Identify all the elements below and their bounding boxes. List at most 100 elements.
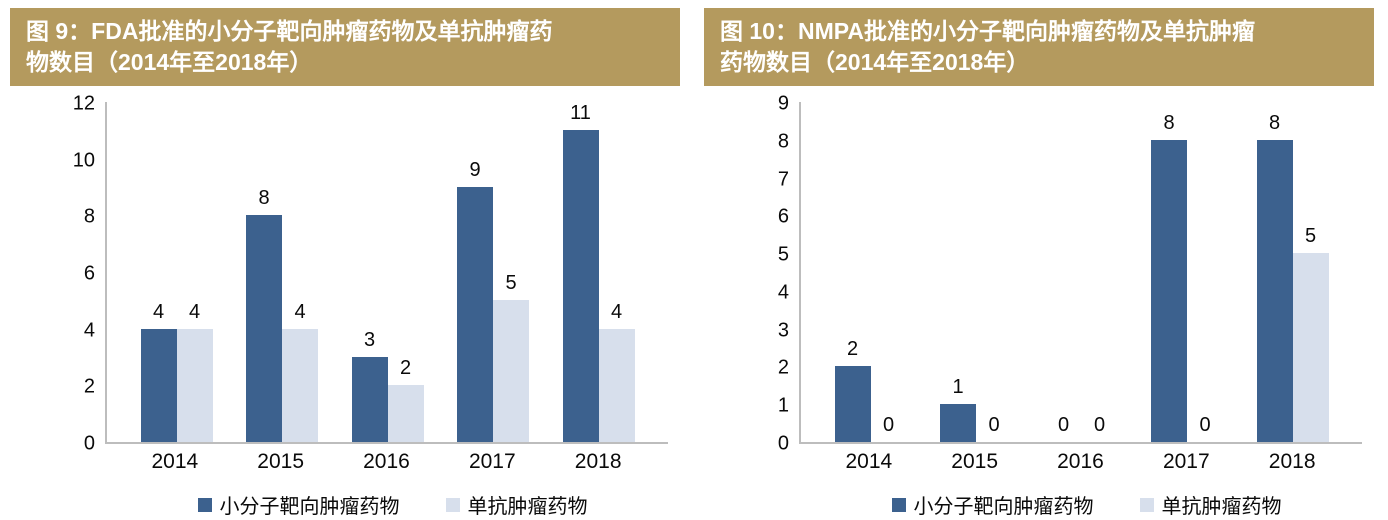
x-axis-label: 2016 bbox=[1057, 450, 1104, 473]
legend-swatch-icon bbox=[445, 497, 460, 512]
y-tick-label: 0 bbox=[83, 432, 95, 455]
bar-column: 11 bbox=[562, 102, 599, 442]
y-tick-label: 4 bbox=[777, 281, 789, 304]
bar bbox=[140, 329, 177, 442]
figure-panel-fda: 图 9：FDA批准的小分子靶向肿瘤药物及单抗肿瘤药 物数目（2014年至2018… bbox=[10, 8, 680, 519]
bar-value-label: 4 bbox=[152, 301, 165, 323]
y-tick-label: 10 bbox=[72, 149, 95, 172]
bar-column: 8 bbox=[1256, 112, 1293, 442]
bar-column: 0 bbox=[1187, 414, 1223, 442]
legend: 小分子靶向肿瘤药物 单抗肿瘤药物 bbox=[105, 490, 680, 519]
bar-value-label: 1 bbox=[952, 376, 964, 398]
y-tick-label: 3 bbox=[777, 319, 789, 342]
y-tick-label: 6 bbox=[777, 205, 789, 228]
figure-title-bar-nmpa: 图 10：NMPA批准的小分子靶向肿瘤药物及单抗肿瘤 药物数目（2014年至20… bbox=[704, 8, 1374, 86]
x-axis-label: 2014 bbox=[151, 450, 199, 473]
legend: 小分子靶向肿瘤药物 单抗肿瘤药物 bbox=[799, 490, 1374, 519]
bar-column: 2 bbox=[387, 357, 424, 442]
x-axis-labels: 2014 2015 2016 2017 2018 bbox=[105, 450, 668, 474]
bar-column: 9 bbox=[457, 159, 493, 442]
x-axis: 2014 2015 2016 2017 2018 bbox=[704, 450, 1374, 474]
bar-chart-fda: 0 2 4 6 8 10 12 4 4 8 4 3 2 9 5 11 4 2014 2015 2016 2017 20… bbox=[10, 93, 680, 519]
y-tick-label: 9 bbox=[777, 92, 789, 115]
bar-value-label: 4 bbox=[294, 301, 306, 323]
y-tick-label: 8 bbox=[83, 205, 95, 228]
bar-value-label: 11 bbox=[570, 102, 591, 124]
legend-label: 小分子靶向肿瘤药物 bbox=[913, 496, 1094, 518]
bar-value-label: 0 bbox=[882, 414, 895, 436]
bar-value-label: 0 bbox=[1057, 414, 1070, 436]
y-tick-label: 2 bbox=[83, 375, 95, 398]
y-tick-label: 7 bbox=[777, 168, 789, 191]
bar-value-label: 8 bbox=[1268, 112, 1281, 134]
bar-value-label: 4 bbox=[188, 301, 201, 323]
bar bbox=[176, 329, 213, 442]
bar-value-label: 0 bbox=[1093, 414, 1106, 436]
x-axis: 2014 2015 2016 2017 2018 bbox=[10, 450, 680, 474]
legend-swatch-icon bbox=[1139, 497, 1154, 512]
y-tick-label: 12 bbox=[72, 92, 95, 115]
bar-value-label: 0 bbox=[988, 414, 1000, 436]
y-axis: 0 2 4 6 8 10 12 bbox=[10, 93, 105, 455]
bar bbox=[351, 357, 388, 442]
legend-swatch-icon bbox=[197, 497, 212, 512]
x-axis-label: 2018 bbox=[1268, 450, 1316, 473]
y-tick-label: 5 bbox=[777, 243, 789, 266]
bar-value-label: 5 bbox=[505, 272, 517, 294]
legend-label: 单抗肿瘤药物 bbox=[467, 496, 588, 518]
bar-value-label: 2 bbox=[399, 357, 412, 379]
x-axis-label: 2017 bbox=[1162, 450, 1210, 473]
legend-swatch-icon bbox=[891, 497, 906, 512]
y-tick-label: 8 bbox=[777, 130, 789, 153]
bar-column: 1 bbox=[940, 376, 976, 442]
bar-column: 4 bbox=[598, 301, 635, 442]
bar-column: 0 bbox=[871, 414, 907, 442]
bar-group: 11 4 bbox=[562, 102, 635, 442]
y-tick-label: 4 bbox=[83, 319, 95, 342]
bar bbox=[834, 366, 871, 442]
bar bbox=[387, 385, 424, 442]
bar-column: 4 bbox=[176, 301, 213, 442]
bar bbox=[562, 130, 599, 442]
plot-area: 4 4 8 4 3 2 9 5 11 4 bbox=[105, 102, 668, 444]
legend-label: 单抗肿瘤药物 bbox=[1161, 496, 1282, 518]
bar bbox=[457, 187, 493, 442]
chart-body: 0 2 4 6 8 10 12 4 4 8 4 3 2 9 5 11 4 bbox=[10, 93, 680, 455]
bar bbox=[493, 300, 529, 442]
bar-column: 0 bbox=[1082, 414, 1118, 442]
x-axis-label: 2014 bbox=[845, 450, 893, 473]
figure-title-line1: 图 9：FDA批准的小分子靶向肿瘤药物及单抗肿瘤药 bbox=[26, 18, 553, 44]
bar-column: 5 bbox=[1292, 225, 1329, 442]
bar bbox=[940, 404, 976, 442]
figure-panel-nmpa: 图 10：NMPA批准的小分子靶向肿瘤药物及单抗肿瘤 药物数目（2014年至20… bbox=[694, 0, 1388, 520]
x-axis-label: 2016 bbox=[363, 450, 410, 473]
figure-title-line1: 图 10：NMPA批准的小分子靶向肿瘤药物及单抗肿瘤 bbox=[720, 18, 1255, 44]
bar bbox=[246, 215, 282, 442]
bar-column: 0 bbox=[1046, 414, 1082, 442]
bar-value-label: 5 bbox=[1304, 225, 1317, 247]
y-axis: 0 1 2 3 4 5 6 7 8 9 bbox=[704, 93, 799, 455]
legend-item: 小分子靶向肿瘤药物 bbox=[197, 490, 400, 519]
bar-value-label: 8 bbox=[1163, 112, 1175, 134]
bar-column: 2 bbox=[834, 338, 871, 442]
bar-column: 8 bbox=[1151, 112, 1187, 442]
x-axis-label: 2017 bbox=[468, 450, 516, 473]
x-axis-labels: 2014 2015 2016 2017 2018 bbox=[799, 450, 1362, 474]
figure-title-bar-fda: 图 9：FDA批准的小分子靶向肿瘤药物及单抗肿瘤药 物数目（2014年至2018… bbox=[10, 8, 680, 86]
y-tick-label: 2 bbox=[777, 356, 789, 379]
legend-item: 小分子靶向肿瘤药物 bbox=[891, 490, 1094, 519]
y-tick-label: 1 bbox=[777, 394, 789, 417]
bar-column: 5 bbox=[493, 272, 529, 442]
